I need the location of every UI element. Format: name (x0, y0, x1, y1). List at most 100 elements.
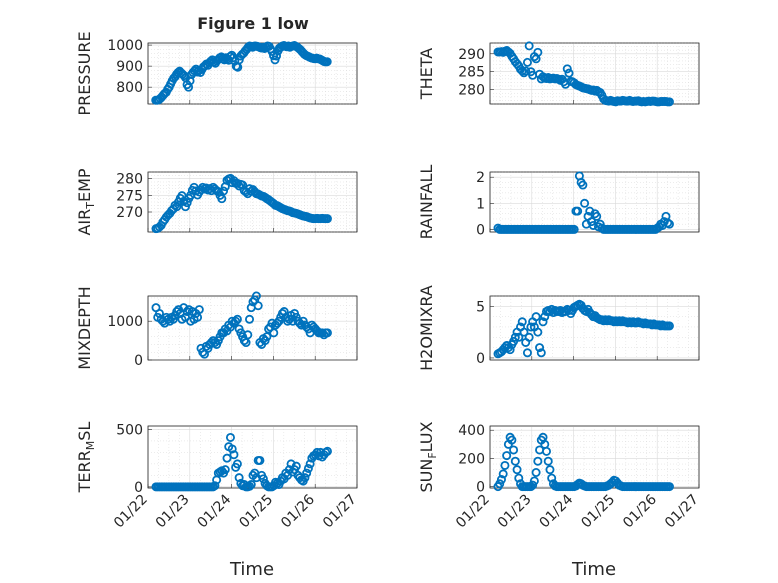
y-tick-label: 280 (116, 172, 143, 188)
data-point (269, 328, 279, 338)
data-point (529, 476, 539, 486)
data-point (243, 330, 253, 340)
data-point (322, 446, 332, 456)
y-axis-label-suffix: LUX (417, 421, 436, 452)
y-axis-label-main: RAINFALL (417, 165, 436, 240)
y-tick-label: 1000 (107, 38, 143, 54)
data-point (564, 68, 574, 78)
data-point (255, 455, 265, 465)
data-point (531, 467, 541, 477)
x-axis-label-left: Time (229, 559, 274, 580)
y-axis-label: TERRMSL (75, 422, 97, 494)
y-axis-label-main: MIXDEPTH (75, 286, 94, 369)
data-point (664, 482, 674, 492)
axis-box (489, 42, 700, 105)
y-tick-label: 0 (134, 480, 143, 496)
y-axis-label-suffix: SL (75, 422, 94, 441)
subplot-2: 280 285 290 THETA (417, 41, 700, 107)
y-axis-label-subscript: T (84, 202, 97, 210)
data-point (246, 480, 256, 490)
data-point (512, 465, 522, 475)
y-tick-label: 0 (476, 480, 485, 496)
data-point (526, 322, 536, 332)
data-point (225, 432, 235, 442)
y-tick-label: 275 (116, 188, 143, 204)
data-point (547, 473, 557, 483)
data-point (533, 47, 543, 57)
y-tick-label: 285 (458, 65, 485, 81)
subplot-5: 0 1000 MIXDEPTH (75, 286, 358, 370)
y-axis-label-suffix: EMP (75, 168, 94, 202)
data-point (536, 348, 546, 358)
data-point (305, 459, 315, 469)
data-point (517, 66, 527, 76)
data-point (272, 51, 282, 61)
y-tick-label: 2 (476, 170, 485, 186)
y-axis-label-subscript: F (426, 452, 439, 458)
y-axis-label: RAINFALL (417, 165, 436, 240)
data-point (300, 473, 310, 483)
data-point (232, 459, 242, 469)
data-point (533, 456, 543, 466)
y-tick-label: 1000 (107, 314, 143, 330)
x-axis-label-right: Time (571, 559, 616, 580)
data-point (220, 465, 230, 475)
y-axis-label-main: H2OMIXRA (417, 285, 436, 371)
data-point (510, 332, 520, 342)
data-point (262, 332, 272, 342)
data-point (509, 445, 519, 455)
data-point (267, 46, 277, 56)
data-point (496, 475, 506, 485)
data-point (322, 57, 332, 67)
data-point (524, 41, 534, 51)
y-axis-label: H2OMIXRA (417, 285, 436, 371)
data-point (507, 435, 517, 445)
data-point (279, 307, 289, 317)
y-axis-label: MIXDEPTH (75, 286, 94, 369)
y-tick-label: 1 (476, 196, 485, 212)
data-point (522, 57, 532, 67)
axis-box (147, 171, 358, 233)
y-axis-label-main: THETA (417, 48, 436, 100)
data-point (258, 474, 268, 484)
y-tick-label: 290 (458, 47, 485, 63)
data-point (543, 456, 553, 466)
data-point (231, 316, 241, 326)
y-tick-label: 800 (116, 80, 143, 96)
data-point (514, 332, 524, 342)
data-point (517, 317, 527, 327)
data-point (498, 469, 508, 479)
y-axis-label: AIRTEMP (75, 168, 97, 235)
data-point (545, 465, 555, 475)
y-tick-label: 0 (476, 351, 485, 367)
data-point (541, 446, 551, 456)
y-axis-label: PRESSURE (75, 31, 94, 115)
data-point (495, 479, 505, 489)
data-point (522, 348, 532, 358)
data-point (245, 481, 255, 491)
data-point (573, 206, 583, 216)
data-point (322, 328, 332, 338)
data-point (514, 473, 524, 483)
axis-box (489, 295, 700, 361)
axis-box (489, 171, 700, 233)
data-point (232, 314, 242, 324)
data-point (505, 345, 515, 355)
y-tick-label: 280 (458, 83, 485, 99)
data-point (528, 480, 538, 490)
subplot-4: 0 1 2 RAINFALL (417, 165, 700, 240)
data-point (502, 451, 512, 461)
subplot-6: 0 5 H2OMIXRA (417, 285, 700, 371)
data-point (291, 461, 301, 471)
data-point (535, 343, 545, 353)
data-point (229, 450, 239, 460)
data-point (322, 214, 332, 224)
data-point (664, 97, 674, 107)
y-axis-label-main: PRESSURE (75, 31, 94, 115)
data-point (182, 198, 192, 208)
y-tick-label: 500 (116, 422, 143, 438)
data-point (531, 312, 541, 322)
y-tick-label: 400 (458, 423, 485, 439)
